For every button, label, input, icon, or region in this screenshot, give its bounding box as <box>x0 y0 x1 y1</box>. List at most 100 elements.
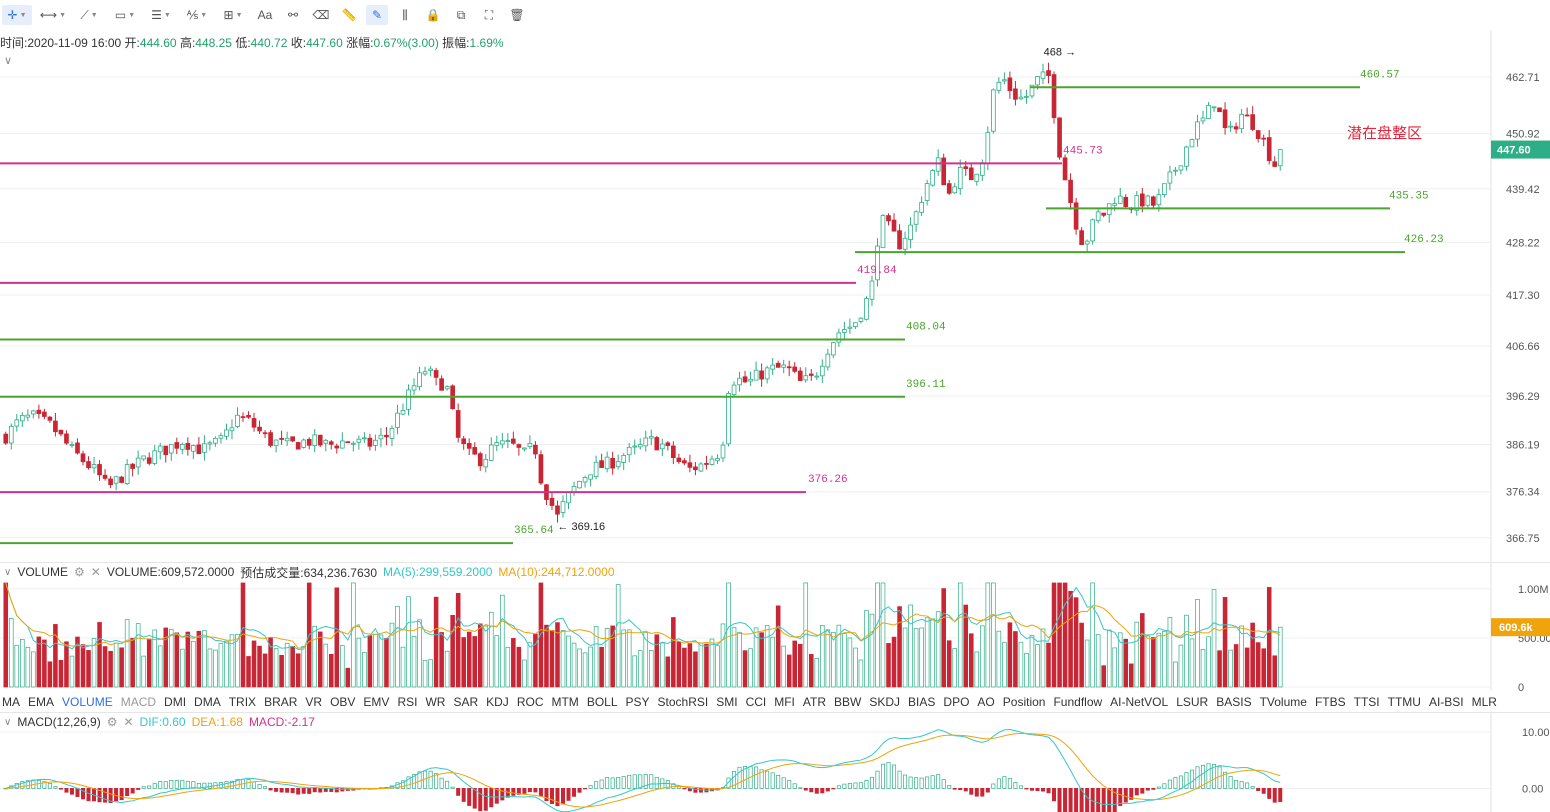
volume-close-icon[interactable]: ✕ <box>90 565 101 579</box>
candle <box>902 231 908 256</box>
ruler-tool-icon[interactable]: 📏 <box>338 5 360 25</box>
indicator-tab-basis[interactable]: BASIS <box>1216 695 1252 709</box>
indicator-tab-dmi[interactable]: DMI <box>164 695 187 709</box>
indicator-tab-skdj[interactable]: SKDJ <box>869 695 901 709</box>
dropdown-caret-icon[interactable]: ▼ <box>19 11 27 19</box>
indicator-tab-vr[interactable]: VR <box>305 695 323 709</box>
volume-bar <box>709 638 715 688</box>
indicator-tab-rsi[interactable]: RSI <box>397 695 418 709</box>
indicator-tab-kdj[interactable]: KDJ <box>486 695 509 709</box>
indicator-tab-trix[interactable]: TRIX <box>228 695 257 709</box>
indicator-tab-obv[interactable]: OBV <box>330 695 356 709</box>
indicator-tab-psy[interactable]: PSY <box>625 695 650 709</box>
indicator-tab-boll[interactable]: BOLL <box>586 695 618 709</box>
macd-settings-gear-icon[interactable]: ⚙ <box>106 715 118 729</box>
candle <box>831 342 836 359</box>
dropdown-caret-icon[interactable]: ▼ <box>235 11 243 19</box>
support-line-label: 435.35 <box>1389 190 1429 202</box>
dropdown-caret-icon[interactable]: ▼ <box>59 11 67 19</box>
indicator-tab-dpo[interactable]: DPO <box>943 695 970 709</box>
indicator-tab-ma[interactable]: MA <box>2 695 20 709</box>
macd-histogram-bar <box>880 763 886 789</box>
indicator-tab-mtm[interactable]: MTM <box>551 695 579 709</box>
measure-tool-icon[interactable]: ⊞ ▼ <box>218 5 248 25</box>
indicator-tab-ttsi[interactable]: TTSI <box>1353 695 1380 709</box>
candle <box>1200 110 1206 125</box>
indicator-tab-ttmu[interactable]: TTMU <box>1387 695 1421 709</box>
indicator-tab-stochrsi[interactable]: StochRSI <box>657 695 709 709</box>
magnet-tool-icon[interactable]: ⚯ <box>282 5 304 25</box>
indicator-tab-ftbs[interactable]: FTBS <box>1314 695 1346 709</box>
lock-tool-icon[interactable]: 🔒 <box>422 5 444 25</box>
indicator-tab-volume[interactable]: VOLUME <box>62 695 113 709</box>
volume-collapse-chevron-icon[interactable]: ∨ <box>4 566 12 578</box>
candle-body <box>643 437 649 447</box>
indicator-tab-sar[interactable]: SAR <box>453 695 479 709</box>
indicator-tab-position[interactable]: Position <box>1002 695 1046 709</box>
indicator-tab-roc[interactable]: ROC <box>516 695 544 709</box>
horizontal-line-tool-icon[interactable]: ⟷ ▼ <box>38 5 68 25</box>
indicator-tab-brar[interactable]: BRAR <box>264 695 298 709</box>
macd-histogram-bar <box>1085 787 1090 812</box>
amplitude-label: 振幅: <box>442 36 470 50</box>
indicator-tab-tvolume[interactable]: TVolume <box>1259 695 1307 709</box>
panel-divider[interactable] <box>0 712 1550 713</box>
volume-settings-gear-icon[interactable]: ⚙ <box>74 565 85 579</box>
macd-histogram-bar <box>180 779 185 789</box>
volume-bar <box>676 641 682 688</box>
indicator-tab-ai-netvol[interactable]: AI-NetVOL <box>1110 695 1169 709</box>
collapse-main-chevron-icon[interactable]: ∨ <box>4 55 13 67</box>
rectangle-tool-glyph: ▭ <box>114 8 127 22</box>
macd-collapse-chevron-icon[interactable]: ∨ <box>4 716 12 728</box>
macd-histogram-bar <box>500 787 505 801</box>
rectangle-tool-icon[interactable]: ▭ ▼ <box>110 5 140 25</box>
indicator-tab-macd[interactable]: MACD <box>120 695 157 709</box>
indicator-tab-smi[interactable]: SMI <box>716 695 738 709</box>
dropdown-caret-icon[interactable]: ▼ <box>128 11 136 19</box>
macd-histogram-bar <box>1261 787 1266 794</box>
delete-tool-icon[interactable]: 🗑 <box>506 5 528 25</box>
indicator-tab-dma[interactable]: DMA <box>194 695 221 709</box>
indicator-tab-mlr[interactable]: MLR <box>1471 695 1497 709</box>
volume-bar <box>775 605 781 688</box>
text-tool-icon[interactable]: Aa <box>254 5 276 25</box>
candle <box>1233 122 1239 134</box>
eraser-tool-icon[interactable]: ⌫ <box>310 5 332 25</box>
dropdown-caret-icon[interactable]: ▼ <box>90 11 98 19</box>
price-chart[interactable]: 462.71 450.92 439.42 428.22 417.30 406.66 396.… <box>0 30 1550 563</box>
trend-line-tool-icon[interactable]: ⟋ ▼ <box>74 5 104 25</box>
indicator-tab-atr[interactable]: ATR <box>802 695 827 709</box>
indicator-tab-bbw[interactable]: BBW <box>834 695 862 709</box>
indicator-tab-ao[interactable]: AO <box>977 695 995 709</box>
candle <box>422 366 428 376</box>
indicator-tab-wr[interactable]: WR <box>425 695 446 709</box>
macd-histogram-bar <box>792 783 797 789</box>
indicator-tab-emv[interactable]: EMV <box>363 695 390 709</box>
screenshot-tool-icon[interactable]: ⛶ <box>478 5 500 25</box>
macd-histogram-bar <box>42 781 47 789</box>
fibonacci-tool-icon[interactable]: ⅍ ▼ <box>182 5 212 25</box>
panel-divider[interactable] <box>0 562 1550 563</box>
candle-body <box>726 393 731 445</box>
macd-histogram-bar <box>577 787 582 793</box>
candle <box>312 429 318 453</box>
candle <box>235 407 240 429</box>
macd-chart[interactable]: 10.00 0.00 <box>0 712 1550 812</box>
indicator-tab-bias[interactable]: BIAS <box>908 695 936 709</box>
candle-body <box>1266 137 1272 162</box>
macd-close-icon[interactable]: ✕ <box>123 715 134 729</box>
indicator-tab-mfi[interactable]: MFI <box>774 695 795 709</box>
dropdown-caret-icon[interactable]: ▼ <box>163 11 171 19</box>
indicator-tab-ema[interactable]: EMA <box>28 695 55 709</box>
indicator-tab-lsur[interactable]: LSUR <box>1176 695 1209 709</box>
parallel-lines-tool-icon[interactable]: ☰ ▼ <box>146 5 176 25</box>
draw-mode-tool-icon[interactable]: ✎ <box>366 5 388 25</box>
indicator-tab-ai-bsi[interactable]: AI-BSI <box>1428 695 1464 709</box>
dropdown-caret-icon[interactable]: ▼ <box>200 11 208 19</box>
crosshair-tool-icon[interactable]: ✛ ▼ <box>2 5 32 25</box>
copy-tool-icon[interactable]: ⧉ <box>450 5 472 25</box>
indicator-tab-fundflow[interactable]: Fundflow <box>1053 695 1103 709</box>
candle-style-tool-icon[interactable]: ⫼ <box>394 5 416 25</box>
indicator-tab-cci[interactable]: CCI <box>745 695 767 709</box>
